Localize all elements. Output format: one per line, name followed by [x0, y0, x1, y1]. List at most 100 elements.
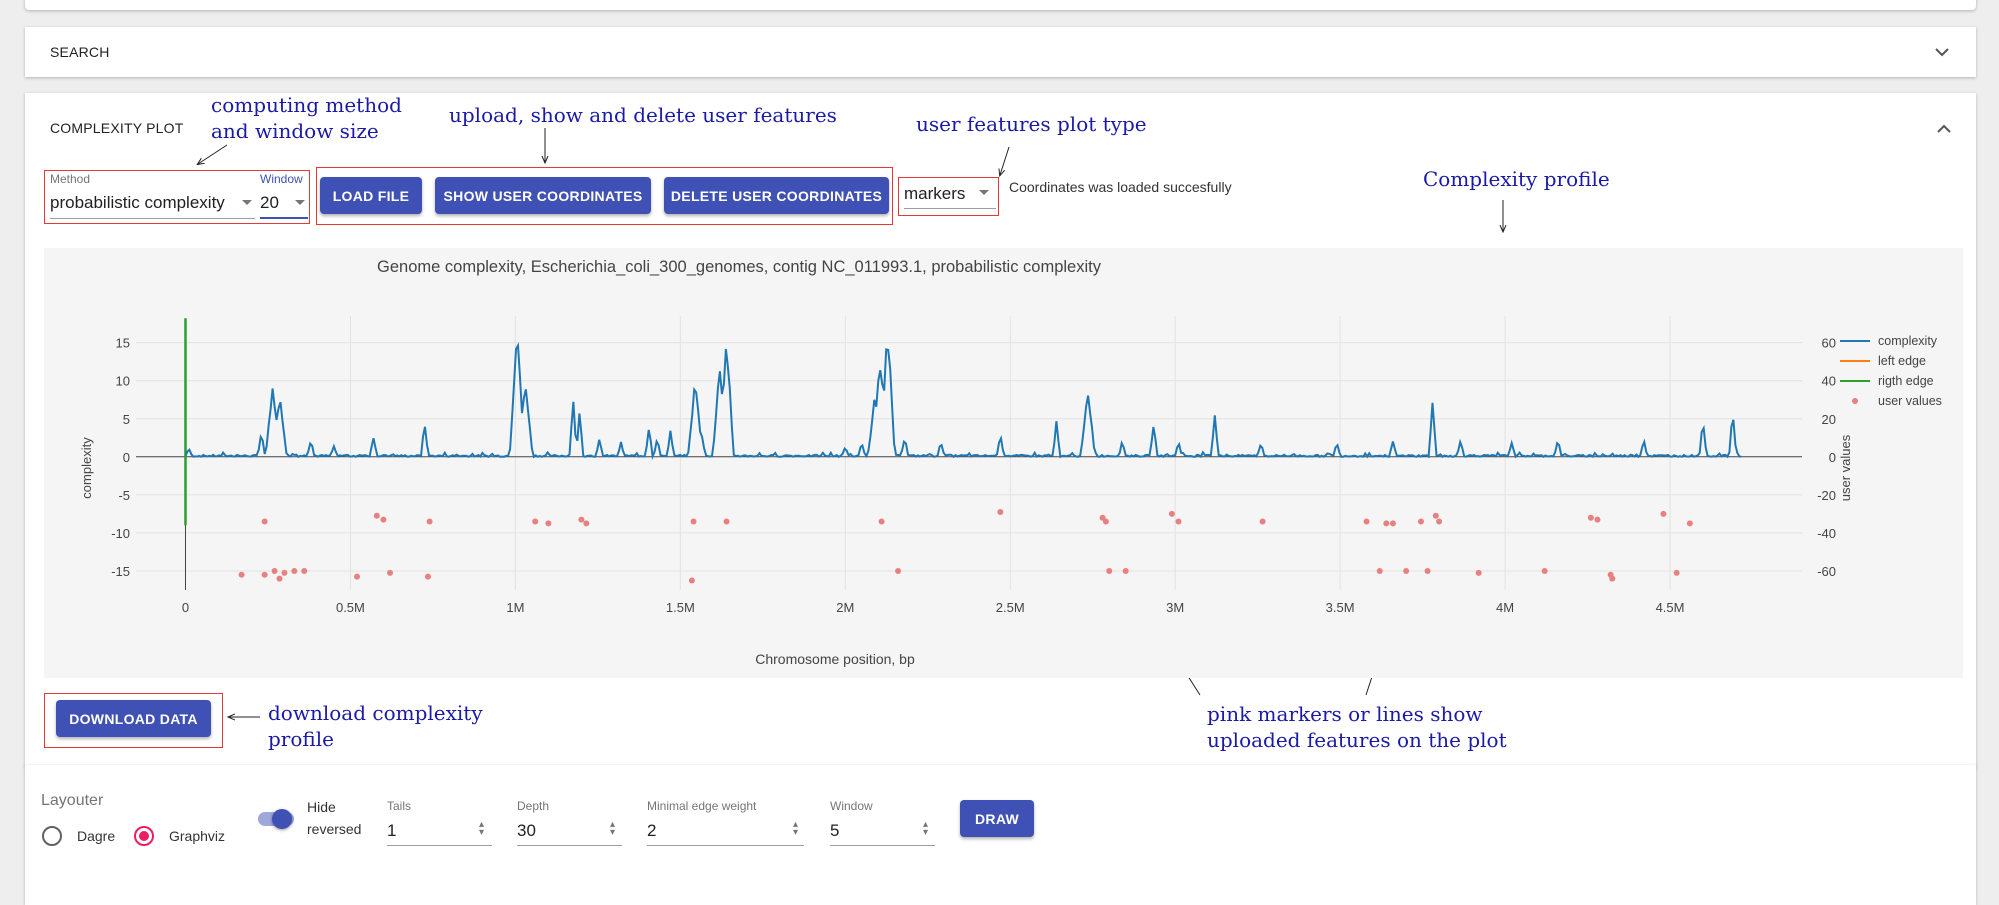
plot-type-select[interactable]: markers [904, 184, 966, 203]
user-value-marker [1417, 518, 1424, 525]
y-tick-label: -5 [118, 488, 130, 503]
method-underline [50, 218, 255, 219]
chevron-down-icon[interactable] [1930, 40, 1954, 64]
annotation-download-1: download complexity [268, 701, 483, 725]
delete-user-coordinates-button[interactable]: DELETE USER COORDINATES [664, 177, 889, 214]
window-dropdown-icon[interactable] [295, 200, 305, 205]
y-tick-label: 5 [123, 412, 130, 427]
graphviz-label: Graphviz [169, 828, 226, 844]
user-value-marker [238, 571, 245, 578]
user-value-marker [281, 569, 288, 576]
user-value-marker [1660, 510, 1667, 517]
depth-input[interactable]: 30 [517, 821, 536, 840]
x-tick-label: 1M [506, 600, 524, 615]
user-value-marker [261, 518, 268, 525]
graph-window-input[interactable]: 5 [830, 821, 840, 840]
depth-underline [517, 845, 622, 846]
min-edge-weight-stepper-icon[interactable]: ▴ ▾ [793, 819, 799, 838]
dagre-radio[interactable] [42, 826, 62, 846]
user-value-marker [1403, 567, 1410, 574]
search-panel[interactable]: SEARCH [25, 27, 1976, 77]
x-tick-label: 0.5M [336, 600, 365, 615]
user-value-marker [1259, 518, 1266, 525]
plot-type-underline [904, 208, 996, 209]
user-value-marker [1594, 516, 1601, 523]
y-tick-label: -10 [111, 526, 130, 541]
user-value-marker [723, 518, 730, 525]
user-value-marker [301, 567, 308, 574]
window-label: Window [260, 172, 303, 186]
y2-tick-label: 40 [1822, 374, 1836, 389]
method-select[interactable]: probabilistic complexity [50, 193, 225, 212]
user-value-marker [895, 567, 902, 574]
user-value-marker [1541, 567, 1548, 574]
user-value-marker [271, 567, 278, 574]
x-tick-label: 4M [1496, 600, 1514, 615]
x-tick-label: 2.5M [996, 600, 1025, 615]
user-value-marker [1102, 518, 1109, 525]
highlight-plot-type [898, 177, 999, 216]
window-underline [260, 217, 308, 219]
user-value-marker [583, 520, 590, 527]
graphviz-radio[interactable] [134, 826, 154, 846]
y-tick-label: 15 [116, 336, 130, 351]
user-value-marker [1436, 518, 1443, 525]
x-tick-label: 1.5M [666, 600, 695, 615]
previous-panel [25, 0, 1976, 10]
user-value-marker [1363, 518, 1370, 525]
legend-item: rigth edge [1878, 374, 1934, 388]
depth-label: Depth [517, 799, 550, 813]
complexity-chart[interactable]: Genome complexity, Escherichia_coli_300_… [44, 248, 1963, 678]
user-value-marker [878, 518, 885, 525]
min-edge-weight-underline [647, 845, 804, 846]
user-value-marker [1383, 520, 1390, 527]
tails-stepper-icon[interactable]: ▴ ▾ [479, 819, 485, 838]
annotation-method-window-2: and window size [211, 119, 379, 143]
hide-reversed-label-2: reversed [307, 821, 362, 837]
y-tick-label: 0 [123, 450, 130, 465]
show-user-coordinates-button[interactable]: SHOW USER COORDINATES [435, 177, 651, 214]
user-value-marker [1175, 518, 1182, 525]
plot-type-dropdown-icon[interactable] [979, 190, 989, 195]
user-value-marker [1424, 567, 1431, 574]
y2-tick-label: -20 [1817, 488, 1836, 503]
highlight-download [44, 693, 223, 748]
user-value-marker [997, 508, 1004, 515]
user-value-marker [1587, 514, 1594, 521]
user-value-marker [1122, 567, 1129, 574]
window-select[interactable]: 20 [260, 193, 279, 212]
y-axis-label: complexity [79, 437, 94, 499]
y2-tick-label: 60 [1822, 336, 1836, 351]
tails-underline [387, 845, 492, 846]
x-tick-label: 4.5M [1656, 600, 1685, 615]
highlight-user-features [316, 167, 893, 225]
user-value-marker [690, 518, 697, 525]
draw-button[interactable]: DRAW [960, 800, 1034, 837]
annotation-plot-type: user features plot type [916, 112, 1147, 136]
user-value-marker [578, 516, 585, 523]
graph-window-stepper-icon[interactable]: ▴ ▾ [923, 819, 929, 838]
x-axis-label: Chromosome position, bp [755, 651, 915, 667]
y2-tick-label: 20 [1822, 412, 1836, 427]
load-file-button[interactable]: LOAD FILE [320, 177, 422, 214]
min-edge-weight-label: Minimal edge weight [647, 799, 757, 813]
user-value-marker [1106, 567, 1113, 574]
x-tick-label: 2M [836, 600, 854, 615]
annotation-markers-2: uploaded features on the plot [1207, 728, 1507, 752]
download-data-button[interactable]: DOWNLOAD DATA [56, 700, 211, 737]
user-value-marker [426, 518, 433, 525]
tails-input[interactable]: 1 [387, 821, 397, 840]
annotation-user-features: upload, show and delete user features [449, 103, 837, 127]
min-edge-weight-input[interactable]: 2 [647, 821, 657, 840]
chevron-up-icon[interactable] [1932, 117, 1956, 141]
hide-reversed-toggle[interactable] [272, 809, 292, 829]
user-value-marker [688, 577, 695, 584]
annotation-profile: Complexity profile [1423, 167, 1610, 191]
layouter-label: Layouter [41, 792, 104, 809]
method-dropdown-icon[interactable] [242, 200, 252, 205]
user-value-marker [1686, 520, 1693, 527]
user-value-marker [387, 569, 394, 576]
depth-stepper-icon[interactable]: ▴ ▾ [610, 819, 616, 838]
user-value-marker [276, 575, 283, 582]
graph-window-label: Window [830, 799, 873, 813]
